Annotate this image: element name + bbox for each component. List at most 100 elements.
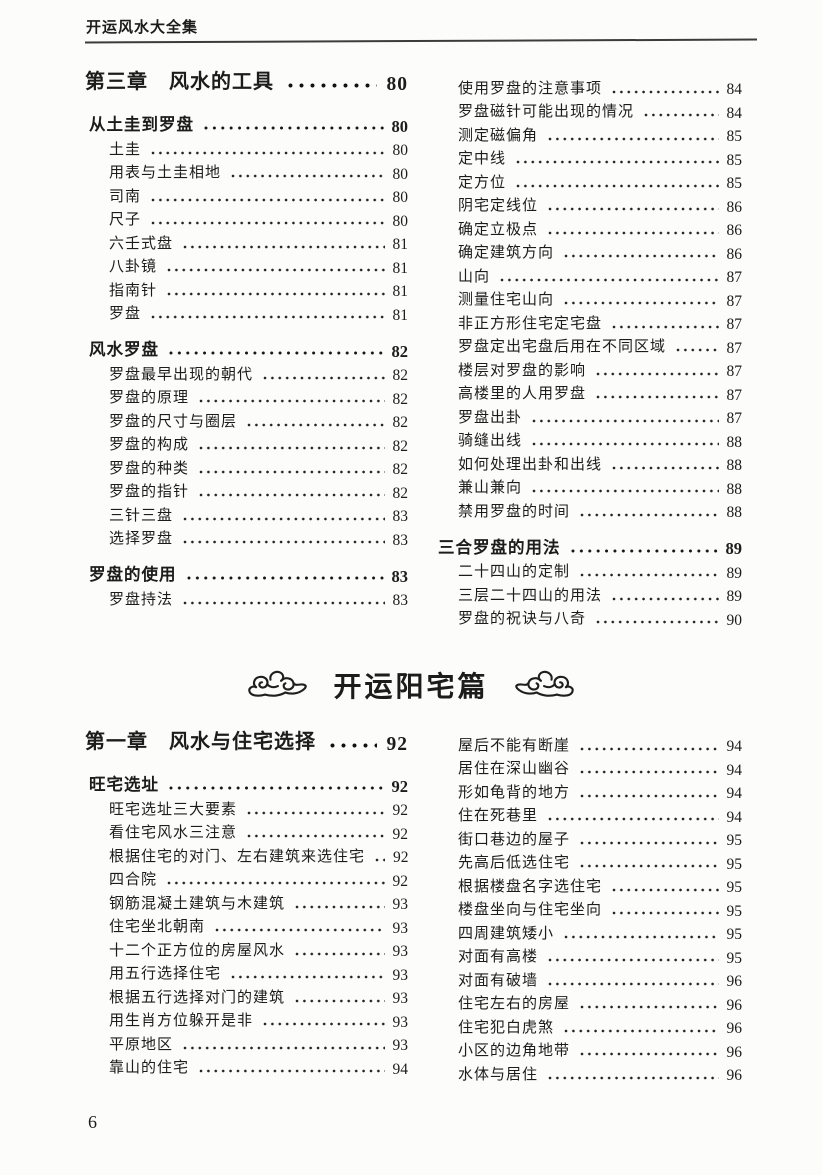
toc-entry-page: 82: [392, 437, 409, 455]
toc-entry-page: 85: [726, 151, 743, 169]
toc-item-row: 罗盘的祝诀与八奇 90: [434, 605, 742, 629]
toc-entry-page: 96: [726, 1043, 743, 1061]
toc-item-row: 司南 80: [85, 182, 408, 206]
toc-entry-label: 兼山兼向: [458, 480, 523, 496]
toc-entry-page: 88: [726, 480, 743, 498]
toc-entry-label: 定方位: [458, 174, 507, 191]
toc-entry-label: 钢筋混凝土建筑与木建筑: [109, 895, 286, 912]
toc-entry-label: 确定立极点: [458, 221, 539, 238]
toc-entry-page: 85: [726, 128, 743, 145]
toc-entry-label: 骑缝出线: [458, 433, 523, 449]
toc-item-row: 罗盘的构成 82: [85, 431, 408, 455]
toc-entry-page: 92: [391, 776, 409, 796]
toc-entry-label: 住在死巷里: [458, 808, 539, 824]
toc-chapter-row: 第一章 风水与住宅选择 92: [85, 722, 408, 754]
toc-entry-page: 95: [726, 832, 743, 849]
toc-item-row: 三针三盘 83: [85, 501, 408, 525]
dot-leader: [500, 277, 719, 282]
dot-leader: [247, 834, 385, 838]
toc-entry-page: 87: [726, 363, 743, 380]
toc-item-row: 根据五行选择对门的建筑 93: [85, 983, 408, 1007]
dot-leader: [330, 743, 377, 748]
toc-entry-page: 96: [726, 973, 743, 990]
dot-leader: [151, 221, 385, 225]
toc-entry-label: 罗盘的尺寸与圈层: [109, 413, 238, 430]
toc-item-row: 选择罗盘 83: [85, 525, 408, 549]
toc-entry-label: 指南针: [109, 282, 158, 299]
toc-item-row: 屋后不能有断崖 94: [434, 731, 742, 755]
toc-item-row: 非正方形住宅定宅盘 87: [434, 309, 742, 333]
toc-entry-label: 罗盘的祝诀与八奇: [458, 611, 587, 627]
dot-leader: [247, 422, 385, 427]
toc-item-row: 看住宅风水三注意 92: [85, 819, 408, 843]
toc-item-row: 六壬式盘 81: [85, 229, 408, 253]
toc-entry-page: 83: [391, 566, 409, 586]
toc-entry-label: 罗盘的指针: [109, 484, 190, 500]
toc-item-row: 八卦镜 81: [85, 253, 408, 277]
dot-leader: [612, 596, 719, 601]
toc-item-row: 山向 87: [434, 262, 742, 286]
toc-item-row: 确定建筑方向 86: [434, 239, 742, 263]
dot-leader: [167, 881, 385, 885]
dot-leader: [186, 576, 384, 580]
toc-item-row: 指南针 81: [85, 276, 408, 300]
toc-entry-label: 平原地区: [109, 1036, 174, 1053]
toc-column-part2-left: 第一章 风水与住宅选择 92 旺宅选址 92 旺宅选址三大要素 92 看住宅风水三注意 92 根…: [85, 722, 409, 1078]
toc-item-row: 测量住宅山向 87: [434, 286, 742, 310]
dot-leader: [570, 548, 718, 553]
toc-section-row: 三合罗盘的用法 89: [434, 531, 742, 558]
toc-entry-label: 四合院: [109, 872, 158, 888]
toc-entry-page: 92: [392, 825, 409, 843]
toc-entry-label: 三针三盘: [109, 507, 174, 524]
toc-entry-page: 86: [726, 198, 743, 216]
toc-entry-label: 二十四山的定制: [458, 564, 571, 580]
dot-leader: [532, 489, 719, 493]
dot-leader: [580, 746, 719, 751]
dot-leader: [183, 1045, 385, 1050]
toc-item-row: 测定磁偏角 85: [434, 121, 742, 145]
toc-entry-label: 三合罗盘的用法: [438, 538, 561, 557]
dot-leader: [580, 1005, 719, 1009]
toc-entry-page: 87: [726, 410, 743, 427]
toc-entry-page: 92: [392, 802, 409, 819]
toc-item-row: 小区的边角地带 96: [434, 1037, 742, 1061]
toc-item-row: 根据楼盘名字选住宅 95: [434, 872, 742, 896]
dot-leader: [151, 150, 385, 155]
toc-item-row: 定方位 85: [434, 168, 742, 192]
toc-item-row: 罗盘定出宅盘后用在不同区域 87: [434, 333, 742, 357]
toc-item-row: 形如龟背的地方 94: [434, 778, 742, 802]
toc-entry-label: 用生肖方位躲开是非: [109, 1013, 254, 1029]
toc-entry-page: 88: [726, 433, 743, 451]
toc-entry-page: 84: [726, 81, 743, 98]
toc-section-row: 旺宅选址 92: [85, 768, 408, 795]
toc-column-part2-right: 屋后不能有断崖 94 居住在深山幽谷 94 形如龟背的地方 94 住在死巷里 94 街口巷边的屋…: [434, 731, 742, 1084]
dot-leader: [548, 230, 719, 235]
dot-leader: [580, 1052, 719, 1056]
toc-entry-page: 80: [392, 212, 409, 230]
toc-entry-page: 95: [726, 855, 743, 873]
dot-leader: [676, 348, 719, 352]
toc-item-row: 楼盘坐向与住宅坐向 95: [434, 896, 742, 920]
toc-item-row: 旺宅选址三大要素 92: [85, 795, 408, 819]
dot-leader: [516, 183, 719, 188]
toc-entry-page: 82: [392, 367, 409, 384]
toc-entry-label: 确定建筑方向: [458, 245, 555, 261]
toc-item-row: 罗盘的指针 82: [85, 478, 408, 502]
toc-entry-label: 风水罗盘: [89, 341, 159, 359]
toc-item-row: 对面有高楼 95: [434, 943, 742, 967]
toc-entry-label: 用表与土圭相地: [109, 165, 222, 181]
toc-entry-page: 93: [392, 896, 409, 913]
dot-leader: [596, 395, 719, 399]
toc-entry-label: 小区的边角地带: [458, 1043, 571, 1059]
toc-item-row: 先高后低选住宅 95: [434, 849, 742, 873]
toc-entry-page: 86: [726, 222, 743, 239]
toc-entry-label: 形如龟背的地方: [458, 784, 571, 801]
toc-entry-page: 94: [392, 1060, 409, 1078]
toc-entry-page: 94: [726, 785, 743, 802]
toc-item-row: 骑缝出线 88: [434, 427, 742, 451]
dot-leader: [612, 89, 719, 94]
toc-entry-label: 测量住宅山向: [458, 292, 555, 308]
toc-entry-label: 旺宅选址: [89, 776, 159, 794]
toc-item-row: 如何处理出卦和出线 88: [434, 450, 742, 474]
